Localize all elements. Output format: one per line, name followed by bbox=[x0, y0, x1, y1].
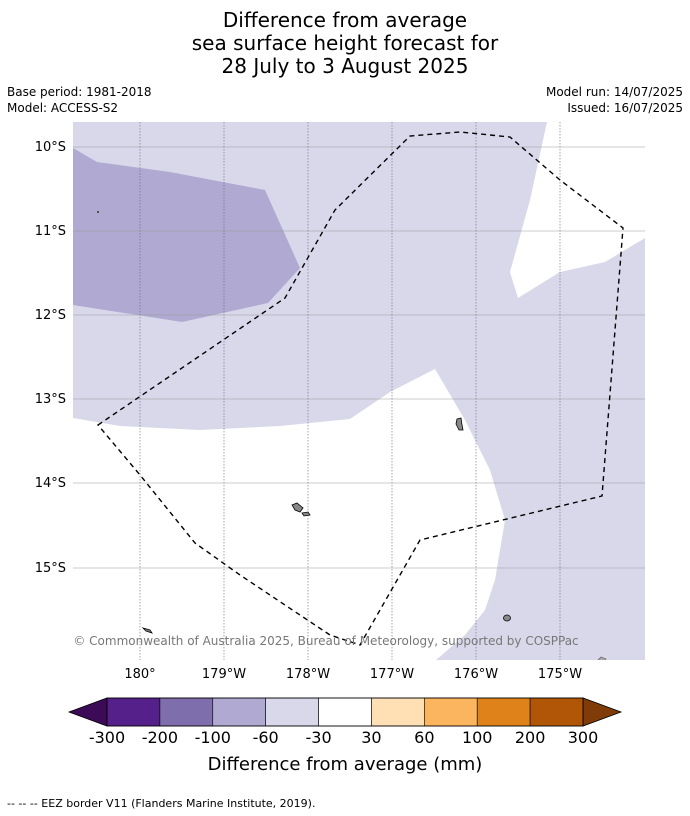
lon-label: 178°W bbox=[286, 667, 330, 682]
colorbar-segment bbox=[159, 697, 214, 727]
colorbar-segment bbox=[212, 697, 266, 727]
colorbar: -300 -200 -100 -60 -30 30 60 100 200 300 Differen… bbox=[67, 697, 623, 775]
colorbar-tick-label: 100 bbox=[462, 728, 493, 747]
lat-label: 10°S bbox=[35, 140, 66, 155]
island-icon bbox=[597, 656, 607, 660]
base-period-text: Base period: 1981-2018 bbox=[7, 85, 152, 99]
colorbar-tick-label: 30 bbox=[361, 728, 381, 747]
island-icon bbox=[291, 502, 304, 513]
lat-label: 14°S bbox=[35, 476, 66, 491]
lon-label: 180° bbox=[124, 667, 155, 682]
lat-label: 13°S bbox=[35, 392, 66, 407]
lat-label: 11°S bbox=[35, 224, 66, 239]
lon-label: 179°W bbox=[202, 667, 246, 682]
lon-label: 177°W bbox=[370, 667, 414, 682]
island-icon bbox=[301, 511, 311, 517]
island-icon bbox=[503, 614, 511, 622]
colorbar-frame bbox=[106, 697, 584, 727]
lon-label: 175°W bbox=[538, 667, 582, 682]
latitude-gridlines bbox=[73, 146, 645, 569]
island-icon bbox=[97, 211, 99, 213]
colorbar-segment bbox=[476, 697, 531, 727]
island-icon bbox=[141, 627, 153, 634]
colorbar-tick-label: -30 bbox=[305, 728, 331, 747]
model-run-text: Model run: 14/07/2025 bbox=[545, 85, 683, 99]
copyright-text: © Commonwealth of Australia 2025, Bureau… bbox=[73, 634, 578, 648]
colorbar-tick-label: -60 bbox=[253, 728, 279, 747]
issued-text: Issued: 16/07/2025 bbox=[567, 101, 683, 115]
colorbar-tick-label: 60 bbox=[414, 728, 434, 747]
meta-right: Model run: 14/07/2025 Issued: 16/07/2025 bbox=[546, 84, 683, 116]
colorbar-segment bbox=[265, 697, 319, 727]
eez-border bbox=[96, 131, 624, 646]
anomaly-band-near-normal-south bbox=[73, 369, 505, 660]
colorbar-under-triangle bbox=[67, 697, 108, 727]
colorbar-segment bbox=[371, 697, 425, 727]
colorbar-segment bbox=[529, 697, 584, 727]
latitude-labels: 10°S 11°S 12°S 13°S 14°S 15°S bbox=[35, 140, 66, 576]
colorbar-tick-label: -100 bbox=[195, 728, 231, 747]
lon-label: 176°W bbox=[454, 667, 498, 682]
longitude-labels: 180° 179°W 178°W 177°W 176°W 175°W bbox=[124, 667, 582, 682]
colorbar-tick-label: 300 bbox=[568, 728, 599, 747]
colorbar-tick-label: 200 bbox=[515, 728, 546, 747]
colorbar-segment bbox=[106, 697, 161, 727]
colorbar-label: Difference from average (mm) bbox=[208, 754, 483, 775]
eez-legend-text: -- -- -- EEZ border V11 (Flanders Marine… bbox=[7, 797, 316, 810]
title-line-3: 28 July to 3 August 2025 bbox=[221, 54, 469, 78]
longitude-gridlines bbox=[139, 122, 561, 660]
colorbar-tick-labels: -300 -200 -100 -60 -30 30 60 100 200 300 bbox=[89, 728, 598, 747]
colorbar-segment bbox=[424, 697, 478, 727]
model-text: Model: ACCESS-S2 bbox=[7, 101, 119, 115]
anomaly-band-100-60 bbox=[73, 148, 300, 322]
title-line-1: Difference from average bbox=[222, 8, 468, 32]
map-area: © Commonwealth of Australia 2025, Bureau… bbox=[73, 122, 645, 660]
colorbar-over-triangle bbox=[582, 697, 623, 727]
colorbar-tick-label: -200 bbox=[142, 728, 178, 747]
lat-label: 15°S bbox=[35, 561, 66, 576]
lat-label: 12°S bbox=[35, 308, 66, 323]
colorbar-tick-label: -300 bbox=[89, 728, 125, 747]
island-icon bbox=[455, 417, 464, 431]
meta-left: Base period: 1981-2018 Model: ACCESS-S2 bbox=[7, 84, 152, 116]
colorbar-segments bbox=[106, 697, 584, 727]
title-line-2: sea surface height forecast for bbox=[191, 31, 499, 55]
colorbar-segment bbox=[318, 697, 372, 727]
map-title: Difference from average sea surface heig… bbox=[0, 9, 690, 78]
